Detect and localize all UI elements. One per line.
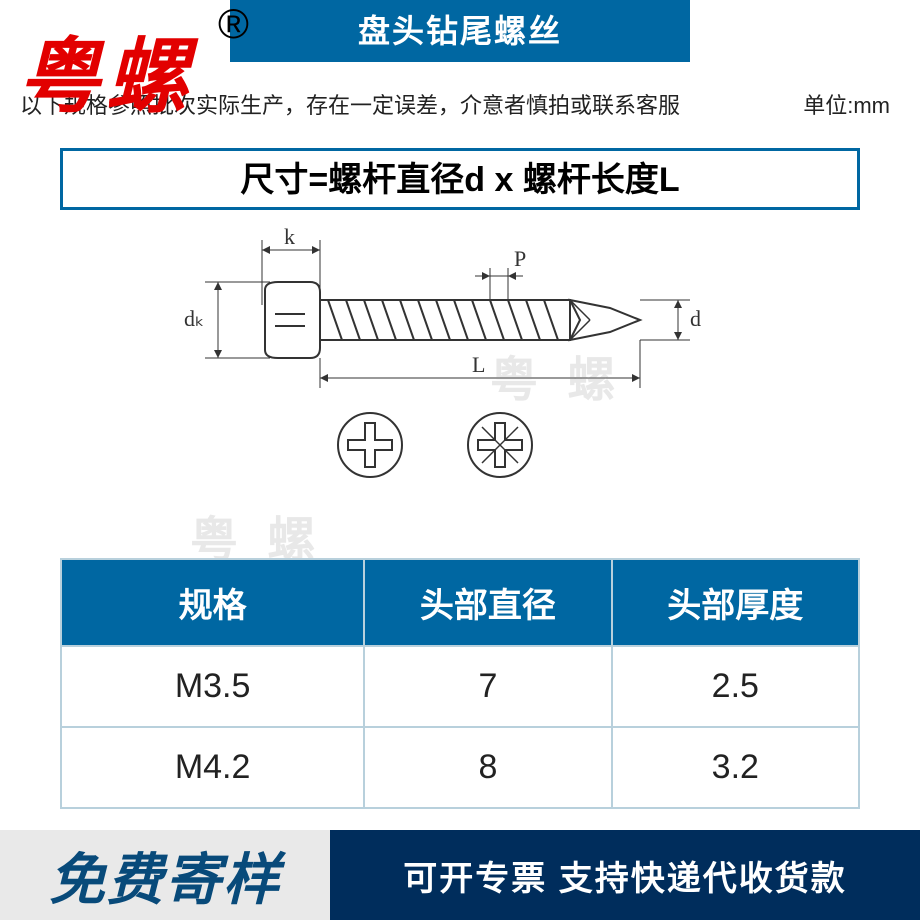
unit-label: 单位:mm (803, 88, 890, 120)
table-row: M3.5 7 2.5 (61, 646, 859, 727)
table-header: 规格 (61, 559, 364, 646)
spec-table: 规格 头部直径 头部厚度 M3.5 7 2.5 M4.2 8 3.2 (60, 558, 860, 809)
dim-l: L (472, 352, 485, 377)
dim-k: k (284, 224, 295, 249)
table-row: M4.2 8 3.2 (61, 727, 859, 808)
watermark: 粤 螺 (490, 340, 623, 410)
brand-logo: 粤螺 (18, 10, 194, 129)
table-header: 头部直径 (364, 559, 611, 646)
free-sample-label: 免费寄样 (0, 830, 330, 920)
screw-diagram: k dₖ (170, 220, 750, 490)
registered-mark: ® (218, 0, 249, 48)
formula-box: 尺寸=螺杆直径d x 螺杆长度L (60, 148, 860, 210)
dim-dk: dₖ (184, 306, 204, 331)
title-banner: 盘头钻尾螺丝 (230, 0, 690, 62)
dim-p: P (514, 246, 526, 271)
table-header: 头部厚度 (612, 559, 859, 646)
dim-d: d (690, 306, 701, 331)
bottom-banner: 免费寄样 可开专票 支持快递代收货款 (0, 830, 920, 920)
services-label: 可开专票 支持快递代收货款 (330, 830, 920, 920)
